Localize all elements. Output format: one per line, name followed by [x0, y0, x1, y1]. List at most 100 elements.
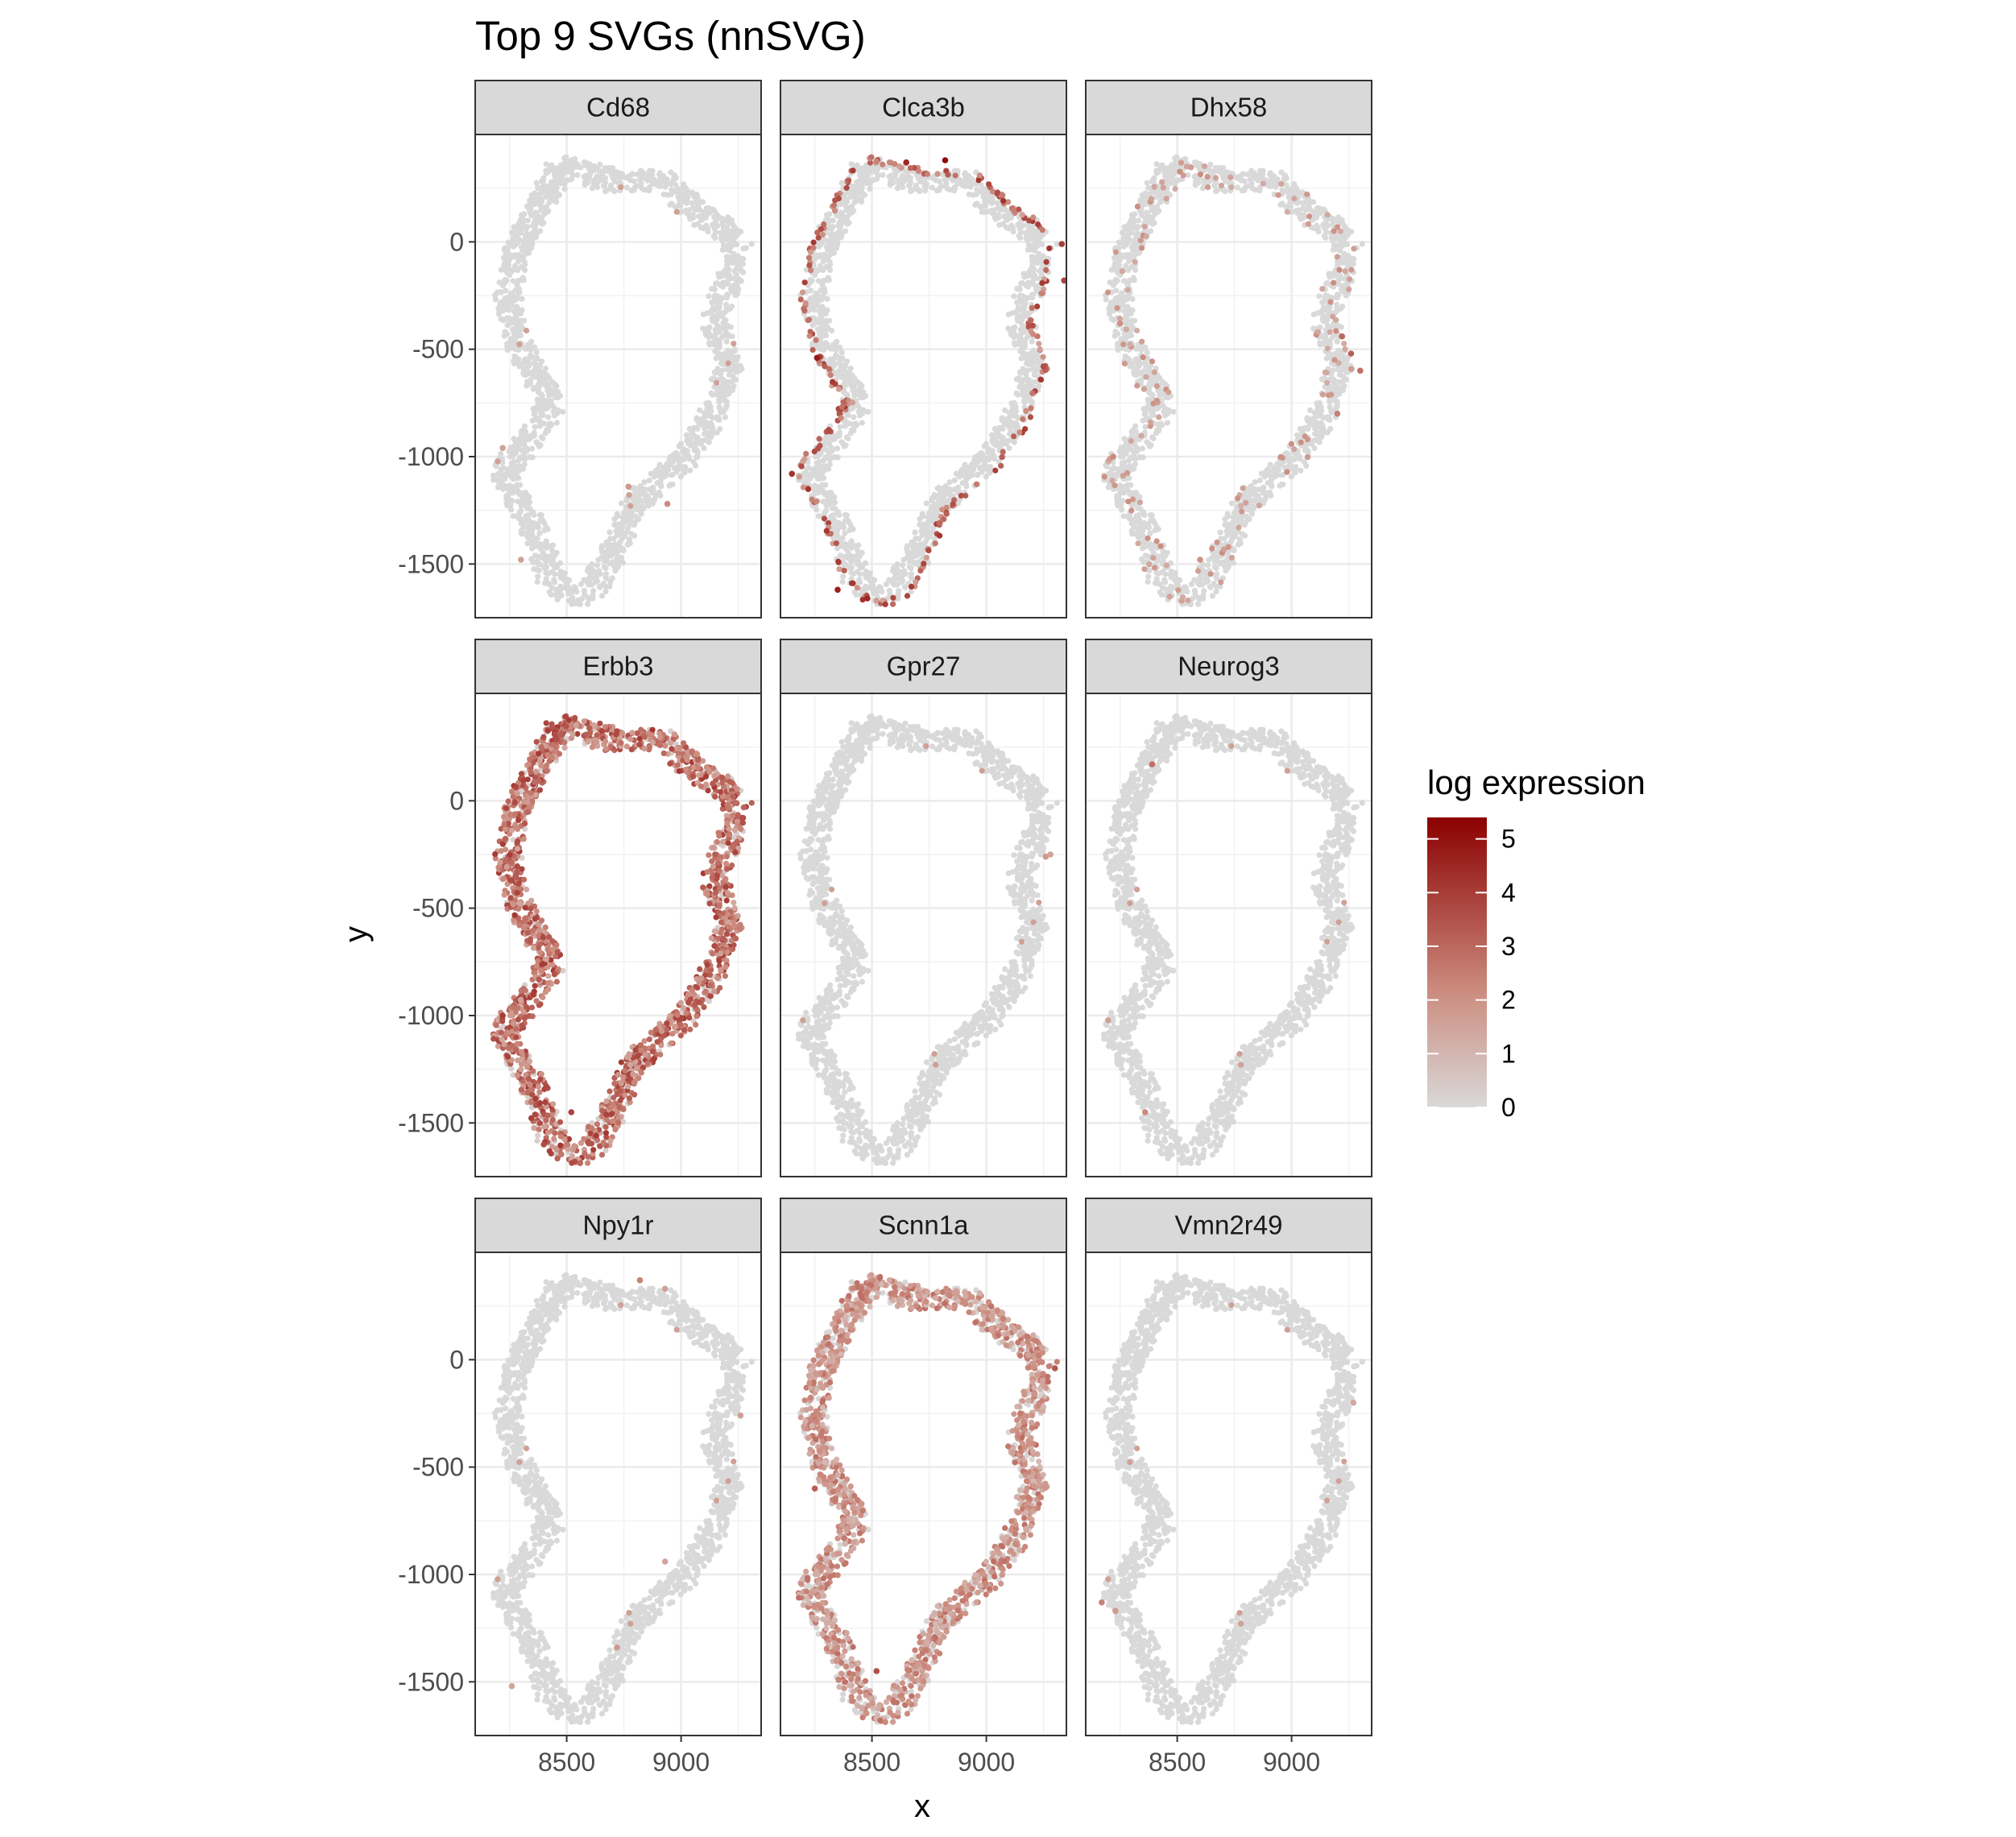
tissue-spot [595, 556, 602, 563]
tissue-spot [892, 161, 898, 168]
tissue-spot [586, 577, 593, 584]
tissue-spot [714, 416, 721, 423]
tissue-spot [955, 178, 962, 184]
tissue-spot [537, 517, 544, 523]
tissue-spot [912, 529, 918, 536]
tissue-spot [546, 391, 553, 398]
tissue-spot [581, 159, 587, 166]
tissue-spot [975, 177, 982, 184]
tissue-spot [1043, 267, 1049, 274]
tissue-spot [1020, 300, 1027, 308]
tissue-spot [594, 173, 600, 180]
tissue-spot [657, 176, 664, 182]
tissue-spot [522, 357, 529, 363]
tissue-spot [536, 192, 542, 198]
tissue-spot [716, 308, 723, 316]
tissue-spot [1029, 292, 1037, 298]
tissue-spot [536, 362, 544, 369]
tissue-spot [905, 548, 911, 555]
tissue-spot [634, 504, 640, 511]
tissue-spot [710, 304, 717, 311]
tissue-spot [515, 321, 522, 328]
tissue-spot [646, 477, 652, 484]
tissue-spot [815, 445, 822, 452]
tissue-spot [882, 601, 888, 608]
tissue-spot [710, 221, 716, 228]
tissue-spot [969, 180, 975, 187]
tissue-spot [890, 601, 896, 607]
tissue-spot [636, 182, 643, 189]
tissue-spot [638, 488, 644, 494]
tissue-spot [644, 501, 651, 507]
tissue-spot [720, 279, 727, 286]
y-tick-label: 0 [449, 227, 464, 256]
tissue-spot [521, 317, 528, 324]
tissue-spot [838, 439, 845, 445]
tissue-spot [831, 208, 838, 214]
tissue-spot [495, 458, 501, 465]
tissue-spot [996, 424, 1003, 431]
tissue-spot [943, 488, 950, 494]
tissue-spot [874, 585, 880, 593]
tissue-spot [859, 390, 866, 396]
tissue-spot [702, 214, 710, 221]
tissue-spot [573, 163, 580, 170]
tissue-spot [651, 497, 657, 503]
tissue-spot [805, 486, 812, 493]
tissue-spot [582, 181, 588, 188]
tissue-spot [695, 205, 702, 211]
tissue-spot [908, 571, 915, 577]
tissue-spot [832, 197, 838, 204]
tissue-spot [538, 204, 544, 210]
tissue-spot [514, 304, 521, 311]
tissue-spot [503, 288, 509, 294]
tissue-spot [865, 408, 871, 415]
tissue-spot [631, 520, 638, 527]
tissue-spot [1035, 240, 1041, 246]
tissue-spot [820, 457, 827, 464]
tissue-spot [835, 509, 842, 515]
tissue-spot [990, 432, 997, 439]
tissue-spot [718, 391, 724, 398]
tissue-spot [553, 420, 561, 426]
tissue-spot [1125, 457, 1132, 464]
tissue-spot [857, 189, 863, 196]
facet-panel-dhx58: Dhx58 [1085, 80, 1372, 619]
tissue-spot [798, 463, 805, 470]
tissue-spot [921, 561, 927, 567]
tissue-spot [1142, 424, 1149, 430]
tissue-spot [969, 461, 975, 468]
tissue-spot [706, 439, 712, 445]
tissue-spot [520, 277, 527, 283]
tissue-spot [503, 472, 510, 478]
tissue-spot [830, 505, 836, 511]
tissue-spot [708, 376, 715, 383]
tissue-spot [1035, 285, 1041, 292]
tissue-spot [520, 218, 527, 225]
tissue-spot [727, 220, 734, 226]
tissue-spot [587, 571, 594, 577]
tissue-spot [806, 333, 813, 339]
tissue-spot [748, 241, 755, 247]
tissue-spot [535, 524, 542, 531]
tissue-spot [545, 414, 552, 420]
tissue-spot [1015, 304, 1022, 311]
tissue-spot [1298, 467, 1304, 474]
tissue-spot [532, 424, 538, 430]
expressed-spot [664, 500, 671, 507]
tissue-spot [1031, 245, 1037, 252]
tissue-spot [589, 185, 596, 192]
tissue-spot [810, 239, 817, 246]
tissue-spot [519, 296, 525, 302]
tissue-spot [724, 353, 731, 359]
tissue-spot [724, 292, 731, 298]
tissue-spot [528, 231, 534, 238]
tissue-spot [914, 559, 921, 565]
tissue-spot [592, 579, 599, 585]
tissue-spot [962, 176, 969, 182]
tissue-spot [507, 453, 514, 460]
tissue-spot [989, 188, 996, 195]
tissue-spot [818, 475, 825, 482]
tissue-spot [704, 332, 710, 338]
tissue-spot [890, 594, 896, 601]
